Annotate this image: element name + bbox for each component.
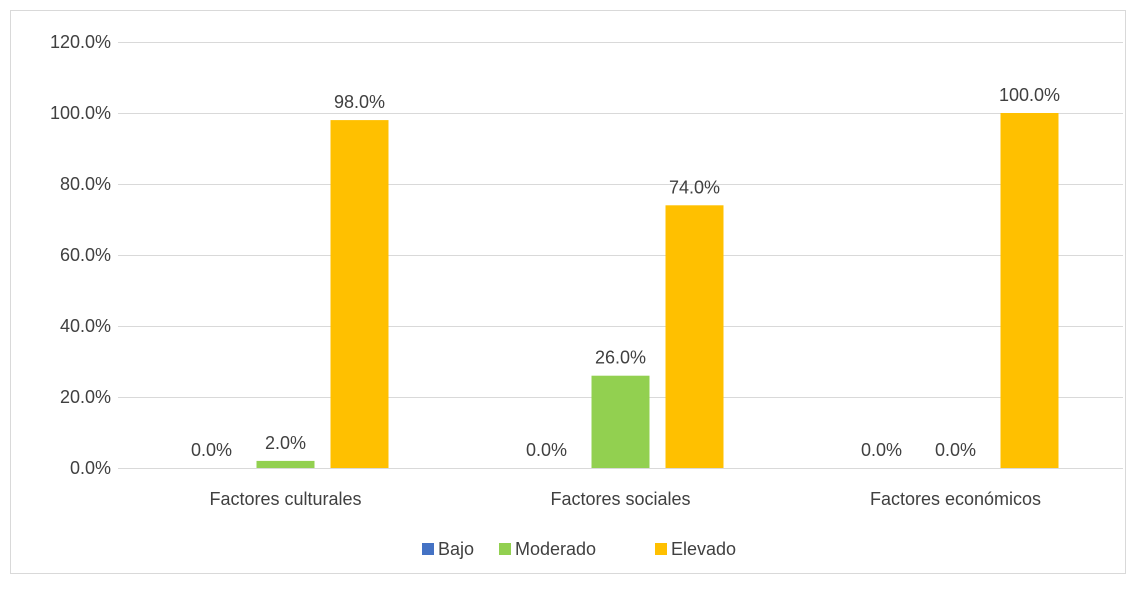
y-tick-label: 0.0%: [70, 458, 111, 478]
data-label: 74.0%: [669, 177, 720, 197]
bar-elevado: [330, 120, 389, 468]
data-labels: 0.0% 2.0% 98.0% 0.0% 26.0% 74.0% 0.0% 0.0% 100.0…: [191, 85, 1060, 460]
x-axis-tick-labels: Factores culturales Factores sociales Fact…: [209, 489, 1041, 509]
x-tick-label: Factores económicos: [870, 489, 1041, 509]
x-tick-label: Factores culturales: [209, 489, 361, 509]
y-tick-label: 120.0%: [50, 32, 111, 52]
legend-swatch: [499, 543, 511, 555]
legend-item-bajo: Bajo: [422, 539, 474, 559]
data-label: 98.0%: [334, 92, 385, 112]
legend-swatch: [655, 543, 667, 555]
bars: [256, 113, 1059, 469]
x-tick-label: Factores sociales: [550, 489, 690, 509]
legend-item-elevado: Elevado: [655, 539, 736, 559]
data-label: 100.0%: [999, 85, 1060, 105]
legend-label: Elevado: [671, 539, 736, 559]
y-tick-label: 80.0%: [60, 174, 111, 194]
legend-item-moderado: Moderado: [499, 539, 596, 559]
data-label: 2.0%: [265, 433, 306, 453]
data-label: 0.0%: [526, 440, 567, 460]
bar-moderado: [591, 375, 650, 468]
data-label: 0.0%: [861, 440, 902, 460]
y-tick-label: 40.0%: [60, 316, 111, 336]
gridlines: [118, 42, 1123, 469]
data-label: 0.0%: [935, 440, 976, 460]
bar-moderado: [256, 460, 315, 468]
y-tick-label: 20.0%: [60, 387, 111, 407]
y-tick-label: 60.0%: [60, 245, 111, 265]
data-label: 0.0%: [191, 440, 232, 460]
data-label: 26.0%: [595, 348, 646, 368]
bar-elevado: [1000, 113, 1059, 468]
chart-border: [10, 10, 1126, 574]
y-tick-label: 100.0%: [50, 103, 111, 123]
y-axis-tick-labels: 0.0% 20.0% 40.0% 60.0% 80.0% 100.0% 120.0%: [50, 32, 111, 478]
legend-label: Bajo: [438, 539, 474, 559]
legend-label: Moderado: [515, 539, 596, 559]
legend-swatch: [422, 543, 434, 555]
bar-elevado: [665, 205, 724, 469]
legend: Bajo Moderado Elevado: [422, 539, 736, 559]
